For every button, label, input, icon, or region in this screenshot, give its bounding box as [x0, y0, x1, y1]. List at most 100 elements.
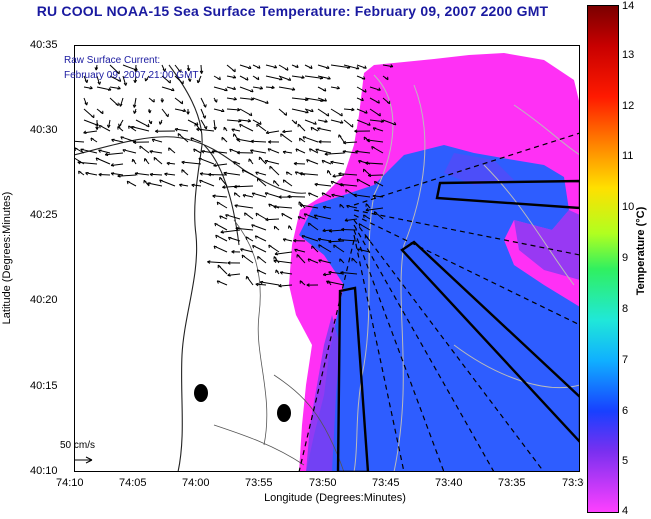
current-vector-head	[294, 171, 299, 175]
current-vector-head	[306, 159, 310, 163]
current-vector-head	[291, 87, 296, 91]
current-vector-head	[255, 282, 259, 287]
current-vector-head	[207, 260, 211, 264]
current-vector-head	[118, 123, 122, 127]
y-axis-title: Latitude (Degrees:Minutes)	[1, 191, 13, 325]
current-vector-head	[164, 172, 168, 176]
current-vector-head	[240, 248, 244, 252]
colorbar-tick: 8	[622, 303, 629, 315]
current-vector	[174, 128, 189, 132]
transect-lines	[298, 132, 580, 472]
current-vector-head	[328, 270, 332, 275]
current-vector-head	[179, 183, 183, 187]
current-vector-head	[313, 121, 317, 125]
current-vectors	[74, 64, 397, 288]
current-vector-head	[273, 180, 277, 184]
current-vector-head	[115, 102, 119, 107]
current-vector-head	[232, 68, 236, 73]
current-vector-head	[245, 77, 249, 81]
current-vector	[222, 185, 241, 188]
current-vector-head	[133, 79, 138, 83]
current-vector-head	[273, 225, 278, 230]
current-vector	[149, 173, 163, 176]
y-tick: 40:15	[30, 380, 58, 392]
current-vector-head	[211, 150, 215, 154]
current-vector-head	[265, 100, 269, 104]
current-vector-head	[190, 137, 194, 141]
current-vector-head	[223, 171, 227, 176]
current-vector-head	[196, 127, 200, 132]
current-vector	[223, 172, 241, 176]
current-vector-head	[283, 112, 287, 116]
current-vector-head	[133, 110, 137, 114]
current-vector	[368, 174, 384, 176]
current-vector-head	[143, 158, 148, 162]
current-vector	[164, 173, 176, 176]
current-vector	[264, 160, 280, 165]
current-vector	[330, 64, 351, 69]
current-vector-head	[380, 119, 385, 123]
current-vector-head	[106, 124, 111, 128]
colorbar-tick: 9	[622, 252, 629, 264]
current-vector-head	[367, 173, 372, 178]
current-vector-head	[282, 150, 287, 155]
current-vector-head	[221, 108, 225, 112]
current-vector-head	[259, 86, 264, 90]
x-tick: 73:55	[245, 477, 273, 489]
current-vector	[331, 194, 345, 198]
current-vector-head	[214, 99, 218, 103]
current-vector-head	[186, 67, 191, 72]
current-vector-head	[326, 280, 330, 284]
current-vector	[365, 207, 384, 211]
current-vector-head	[301, 75, 305, 79]
current-vector-head	[215, 234, 219, 239]
current-vector-head	[271, 85, 275, 90]
current-vector-head	[361, 76, 366, 80]
current-vector-head	[273, 205, 277, 209]
current-vector-head	[83, 130, 87, 134]
current-vector-head	[231, 128, 235, 132]
x-tick: 73:50	[309, 477, 337, 489]
current-vector-head	[224, 87, 228, 92]
current-vector-head	[146, 123, 150, 128]
current-vector-head	[201, 150, 205, 154]
current-vector-head	[306, 283, 310, 287]
current-vector-head	[321, 192, 326, 196]
current-vector-head	[280, 133, 284, 137]
current-vector	[278, 86, 295, 91]
current-vector-head	[350, 124, 354, 128]
current-vector-head	[333, 244, 337, 248]
current-vector	[131, 126, 150, 132]
x-axis-title: Longitude (Degrees:Minutes)	[264, 492, 406, 504]
current-vector-head	[309, 148, 313, 152]
current-vector-head	[94, 67, 99, 71]
current-vector-head	[245, 275, 250, 280]
current-vector-head	[309, 65, 313, 69]
current-vector-head	[180, 80, 184, 85]
survey-boxes	[336, 179, 580, 472]
current-vector-head	[153, 156, 157, 161]
current-vector-head	[117, 78, 122, 82]
current-vector-head	[366, 138, 370, 143]
current-vector-head	[298, 201, 302, 205]
current-vector	[372, 195, 384, 198]
current-vector	[213, 86, 228, 92]
current-vector	[304, 97, 324, 102]
current-vector-head	[227, 273, 231, 277]
current-vector	[260, 281, 280, 286]
current-vector-head	[385, 76, 389, 81]
current-vector-head	[344, 218, 349, 222]
current-vector	[365, 162, 384, 165]
current-vector-head	[295, 148, 299, 152]
current-vector-head	[363, 65, 367, 69]
current-vector-head	[179, 100, 184, 105]
current-vector-head	[365, 208, 369, 212]
y-tick: 40:30	[30, 124, 58, 136]
current-vector-head	[133, 140, 137, 145]
current-vector	[77, 161, 98, 165]
current-vector-head	[339, 203, 343, 208]
current-vector-head	[244, 212, 248, 216]
current-vector-head	[268, 244, 272, 249]
current-vector	[382, 64, 393, 68]
y-tick: 40:25	[30, 209, 58, 221]
